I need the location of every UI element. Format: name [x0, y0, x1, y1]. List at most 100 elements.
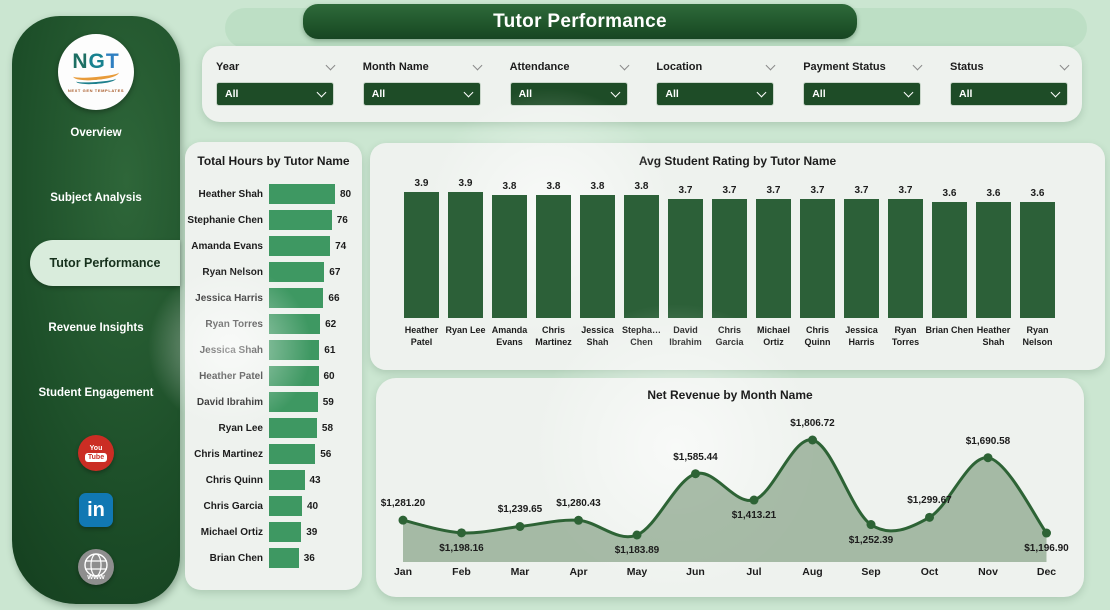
sidebar-social: You Tube in www	[12, 16, 180, 604]
chevron-down-icon[interactable]	[1059, 60, 1070, 71]
hours-bar[interactable]	[269, 210, 332, 230]
revenue-value-label: $1,239.65	[497, 504, 543, 516]
sidebar-item-subject-analysis[interactable]: Subject Analysis	[50, 192, 142, 204]
website-globe-icon[interactable]: www	[78, 549, 114, 585]
filter-dropdown[interactable]: All	[216, 82, 334, 106]
rating-bar[interactable]	[888, 198, 923, 318]
revenue-data-point[interactable]	[691, 469, 700, 479]
revenue-value-label: $1,299.67	[907, 495, 952, 507]
logo-subtext: NEXT GEN TEMPLATES	[67, 88, 125, 93]
revenue-data-point[interactable]	[983, 453, 993, 463]
filter-header: Attendance	[510, 60, 630, 74]
hours-category-label: Ryan Torres	[205, 318, 263, 330]
hours-category-label: Heather Shah	[198, 188, 263, 200]
revenue-data-point[interactable]	[398, 515, 408, 525]
hours-bar[interactable]	[269, 548, 299, 568]
revenue-data-point[interactable]	[457, 528, 466, 538]
rating-column: 3.6 Brian Chen	[926, 178, 974, 335]
rating-value-label: 3.8	[634, 181, 649, 193]
logo-letter: G	[88, 50, 106, 73]
rating-bar[interactable]	[448, 192, 483, 318]
chevron-down-icon[interactable]	[619, 60, 630, 71]
rating-bar[interactable]	[800, 198, 835, 318]
rating-value-label: 3.7	[810, 184, 825, 196]
revenue-data-point[interactable]	[925, 512, 934, 522]
rating-bar[interactable]	[404, 192, 439, 318]
linkedin-icon[interactable]: in	[79, 493, 113, 527]
revenue-value-label: $1,183.89	[614, 545, 660, 556]
sidebar-item-overview[interactable]: Overview	[70, 127, 122, 139]
revenue-month-label: Jul	[746, 566, 762, 578]
hours-bar[interactable]	[269, 184, 335, 204]
filter-dropdown[interactable]: All	[362, 82, 481, 106]
sidebar-item-revenue-insights[interactable]: Revenue Insights	[48, 322, 144, 334]
hours-category-label: Stephanie Chen	[187, 214, 263, 226]
filter-value: All	[225, 88, 239, 100]
filter-month-name: Month Name All	[362, 60, 483, 122]
rating-category-label: Jessica Harris	[845, 325, 878, 347]
hours-bar[interactable]	[269, 314, 321, 334]
sidebar-item-tutor-performance[interactable]: Tutor Performance	[30, 240, 180, 286]
hours-bar[interactable]	[269, 418, 317, 438]
rating-column: 3.7 Ryan Torres	[888, 178, 923, 347]
logo-letter: N	[72, 50, 89, 73]
filter-label: Month Name	[362, 61, 429, 73]
revenue-month-label: Feb	[452, 566, 471, 578]
hours-bar[interactable]	[269, 444, 316, 464]
revenue-month-label: Mar	[510, 566, 530, 578]
rating-category-label: Jessica Shah	[581, 325, 614, 347]
hours-bar[interactable]	[269, 470, 305, 490]
rating-value-label: 3.6	[1030, 187, 1045, 199]
rating-bar[interactable]	[580, 195, 615, 318]
rating-bar[interactable]	[536, 195, 571, 318]
revenue-data-point[interactable]	[866, 520, 876, 530]
hours-bar[interactable]	[269, 522, 302, 542]
hours-bar[interactable]	[269, 340, 320, 360]
rating-value-label: 3.8	[546, 181, 561, 193]
rating-bar[interactable]	[492, 195, 527, 318]
revenue-data-point[interactable]	[574, 515, 583, 525]
hours-bar[interactable]	[269, 288, 324, 308]
filter-dropdown[interactable]: All	[509, 82, 628, 106]
rating-bar[interactable]	[712, 198, 747, 318]
hours-bar[interactable]	[269, 366, 319, 386]
hours-bar[interactable]	[269, 496, 302, 516]
chevron-down-icon[interactable]	[325, 60, 336, 71]
hours-value-label: 36	[303, 552, 315, 564]
rating-bar[interactable]	[844, 198, 879, 318]
filter-dropdown[interactable]: All	[803, 82, 922, 106]
rating-bar[interactable]	[624, 195, 659, 318]
rating-column: 3.6 Heather Shah	[976, 178, 1011, 347]
hours-row: Ryan Torres 62	[185, 311, 362, 337]
rating-bar[interactable]	[756, 198, 791, 318]
sidebar: NGT NEXT GEN TEMPLATES Overview Subject A…	[12, 16, 180, 604]
rating-category-label: Chris Martinez	[535, 325, 572, 347]
chevron-down-icon[interactable]	[472, 60, 483, 71]
revenue-value-label: $1,196.90	[1024, 543, 1069, 554]
revenue-data-point[interactable]	[808, 435, 817, 445]
rating-bar[interactable]	[976, 201, 1011, 318]
youtube-icon[interactable]: You Tube	[78, 435, 114, 471]
hours-row: Chris Martinez 56	[185, 441, 362, 467]
chevron-down-icon[interactable]	[765, 60, 776, 71]
rating-bar[interactable]	[932, 201, 967, 318]
revenue-data-point[interactable]	[632, 530, 642, 540]
rating-bar[interactable]	[1020, 201, 1055, 318]
revenue-month-label: Jun	[686, 566, 705, 578]
filter-dropdown[interactable]: All	[949, 82, 1068, 106]
revenue-data-point[interactable]	[515, 521, 525, 531]
rating-category-label: Heather Shah	[976, 325, 1011, 347]
sidebar-item-student-engagement[interactable]: Student Engagement	[38, 387, 154, 399]
filter-header: Status	[950, 60, 1070, 74]
hours-bar[interactable]	[269, 236, 331, 256]
logo: NGT NEXT GEN TEMPLATES	[58, 34, 134, 110]
hours-bar[interactable]	[269, 392, 318, 412]
chevron-down-icon[interactable]	[912, 60, 923, 71]
rating-bar[interactable]	[668, 198, 703, 318]
filter-dropdown[interactable]: All	[656, 82, 775, 106]
hours-value-label: 74	[335, 240, 347, 252]
revenue-data-point[interactable]	[1042, 528, 1051, 538]
revenue-data-point[interactable]	[749, 495, 759, 505]
hours-bar[interactable]	[269, 262, 325, 282]
